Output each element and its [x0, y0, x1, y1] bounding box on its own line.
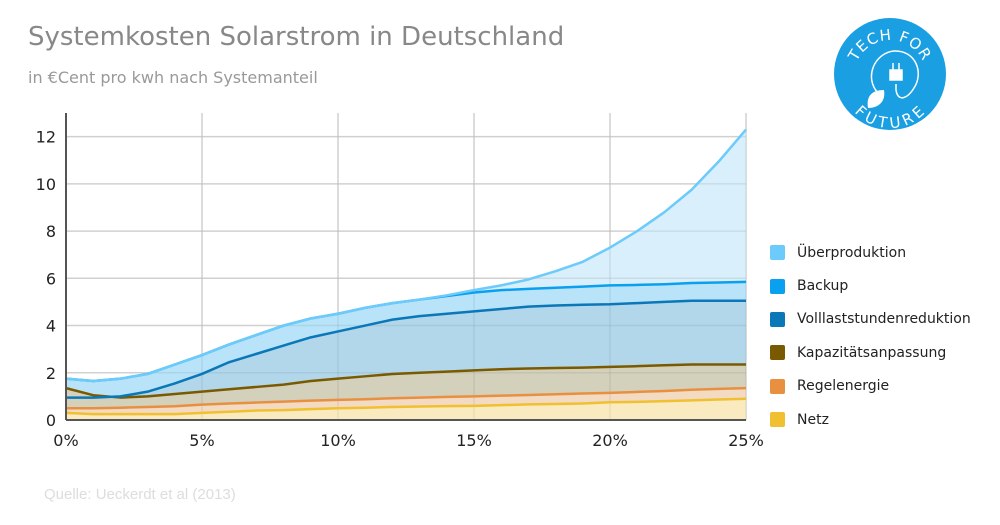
legend-label: Überproduktion — [797, 244, 907, 261]
y-tick-label: 10 — [36, 175, 56, 194]
x-tick-label: 20% — [592, 431, 628, 450]
x-tick-label: 25% — [728, 431, 764, 450]
y-tick-label: 2 — [46, 364, 56, 383]
legend-swatch — [770, 245, 785, 261]
legend-label: Backup — [797, 278, 849, 295]
legend-item: Netz — [770, 403, 971, 436]
x-tick-label: 0% — [53, 431, 78, 450]
legend-item: Backup — [770, 269, 971, 302]
x-tick-label: 5% — [189, 431, 214, 450]
legend: Überproduktion Backup Volllaststundenreduk… — [770, 236, 971, 436]
line-regelenergie — [66, 386, 747, 410]
y-tick-label: 0 — [46, 411, 56, 430]
y-tick-label: 12 — [36, 128, 56, 147]
legend-label: Volllaststundenreduktion — [797, 311, 971, 328]
line-überproduktion — [65, 128, 747, 383]
chart-title: Systemkosten Solarstrom in Deutschland — [28, 22, 565, 52]
legend-label: Kapazitätsanpassung — [797, 344, 947, 361]
tech-for-future-logo: TECH FOR FUTURE — [834, 18, 946, 130]
legend-swatch — [770, 412, 785, 428]
y-tick-label: 4 — [46, 317, 56, 336]
legend-item: Überproduktion — [770, 236, 971, 269]
y-tick-label: 8 — [46, 222, 56, 241]
legend-label: Regelenergie — [797, 378, 890, 395]
legend-swatch — [770, 278, 785, 294]
legend-swatch — [770, 345, 785, 361]
x-tick-label: 10% — [320, 431, 356, 450]
chart-subtitle: in €Cent pro kwh nach Systemanteil — [28, 68, 318, 87]
line-volllaststundenreduktion — [66, 299, 746, 399]
legend-label: Netz — [797, 411, 829, 428]
y-tick-label: 6 — [46, 269, 56, 288]
x-tick-label: 15% — [456, 431, 492, 450]
line-netz — [65, 397, 747, 416]
line-kapazitätsanpassung — [65, 363, 746, 399]
leaf-icon — [867, 90, 885, 108]
legend-swatch — [770, 378, 785, 394]
legend-item: Regelenergie — [770, 370, 971, 403]
legend-item: Kapazitätsanpassung — [770, 336, 971, 369]
legend-swatch — [770, 311, 785, 327]
legend-item: Volllaststundenreduktion — [770, 303, 971, 336]
source-note: Quelle: Ueckerdt et al (2013) — [44, 486, 236, 503]
plug-icon — [870, 50, 919, 99]
